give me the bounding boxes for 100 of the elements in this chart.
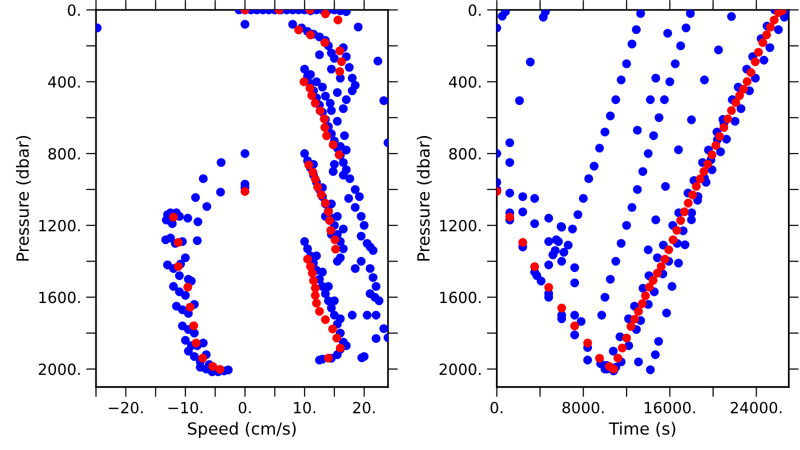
y-tick-label: 800. xyxy=(449,148,481,160)
x-axis-title: Speed (cm/s) xyxy=(188,422,296,438)
point xyxy=(644,282,654,292)
point xyxy=(306,84,314,93)
point xyxy=(189,321,198,330)
y-tick-label: 2000. xyxy=(440,364,481,376)
point xyxy=(750,57,760,66)
point xyxy=(727,106,736,115)
point xyxy=(530,262,540,272)
point xyxy=(216,365,224,374)
point xyxy=(308,168,318,177)
point xyxy=(304,160,314,170)
point xyxy=(711,141,720,150)
point xyxy=(680,207,689,216)
point xyxy=(660,254,670,264)
y-axis-title: Pressure (dbar) xyxy=(16,136,31,261)
point xyxy=(630,314,640,324)
point xyxy=(325,216,334,225)
x-tick-label: 0. xyxy=(238,402,251,414)
point xyxy=(715,132,724,141)
point xyxy=(186,302,195,312)
point xyxy=(310,174,320,184)
point xyxy=(668,235,678,244)
point xyxy=(308,268,317,278)
point xyxy=(735,91,744,100)
point xyxy=(174,262,183,271)
point xyxy=(731,98,740,107)
point xyxy=(684,198,693,208)
point xyxy=(307,91,316,100)
point xyxy=(328,140,338,150)
point xyxy=(326,226,336,235)
y-tick-label: 2000. xyxy=(38,364,80,376)
point xyxy=(321,315,330,324)
y-tick-label: 1600. xyxy=(440,292,481,304)
point xyxy=(320,123,330,132)
x-axis-title: Time (s) xyxy=(608,422,676,437)
point xyxy=(557,304,566,312)
point xyxy=(720,123,728,132)
point xyxy=(332,334,342,342)
point xyxy=(634,307,643,316)
y-axis-title: Pressure (dbar) xyxy=(416,136,432,261)
x-tick-label: −10. xyxy=(168,402,202,414)
point xyxy=(614,354,622,362)
point xyxy=(754,48,763,57)
point xyxy=(316,106,324,116)
point xyxy=(310,291,320,300)
point xyxy=(664,245,674,254)
x-tick-label: 0. xyxy=(490,402,502,414)
point xyxy=(618,344,627,352)
point xyxy=(672,226,682,235)
point xyxy=(192,338,201,348)
point xyxy=(656,262,666,271)
point xyxy=(306,30,315,40)
point xyxy=(723,114,732,124)
point xyxy=(240,187,250,196)
point xyxy=(313,182,322,192)
point xyxy=(518,238,528,247)
point xyxy=(322,131,332,140)
point xyxy=(174,238,183,247)
point xyxy=(742,77,752,86)
point xyxy=(738,84,748,94)
point xyxy=(570,322,580,330)
point xyxy=(208,362,218,371)
y-tick-label: 800. xyxy=(48,148,80,160)
point xyxy=(330,235,340,244)
point xyxy=(335,67,344,76)
x-tick-label: 8000. xyxy=(562,402,604,414)
point xyxy=(310,284,320,292)
point xyxy=(708,150,716,160)
point xyxy=(328,324,337,334)
point xyxy=(758,38,768,47)
point xyxy=(544,282,554,292)
y-tick-label: 1200. xyxy=(440,220,481,232)
point xyxy=(622,334,631,342)
y-tick-label: 0. xyxy=(68,4,80,16)
point xyxy=(692,182,701,191)
point xyxy=(169,212,178,222)
point xyxy=(309,276,318,286)
x-tick-label: 20. xyxy=(353,402,375,414)
point xyxy=(703,160,712,169)
point xyxy=(310,98,320,108)
point xyxy=(688,190,697,200)
point xyxy=(294,25,304,34)
point xyxy=(505,212,514,222)
point xyxy=(183,282,192,292)
point xyxy=(746,68,756,77)
x-tick-label: −20. xyxy=(108,402,143,414)
point xyxy=(303,254,312,264)
point xyxy=(638,299,647,308)
point xyxy=(334,16,342,24)
point xyxy=(700,167,708,176)
point xyxy=(770,16,779,24)
point xyxy=(337,57,346,66)
y-tick-label: 400. xyxy=(48,76,80,88)
point xyxy=(762,30,772,40)
point xyxy=(583,338,592,348)
point xyxy=(676,216,686,225)
y-tick-label: 0. xyxy=(468,4,481,16)
point xyxy=(766,22,775,32)
point xyxy=(331,244,340,254)
